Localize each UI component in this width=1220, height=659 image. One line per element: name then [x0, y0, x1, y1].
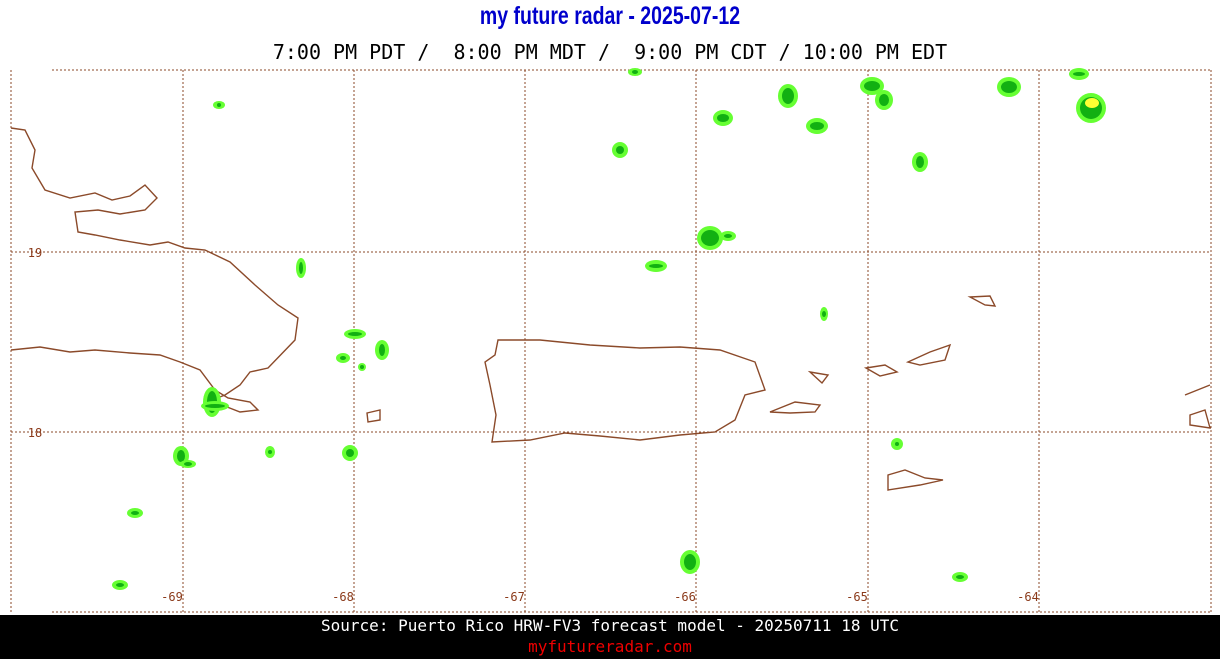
echo-core — [724, 234, 732, 238]
echo-core — [632, 70, 638, 74]
lon-label: -66 — [674, 590, 696, 604]
echo-core — [1001, 81, 1017, 93]
echo-core — [116, 583, 124, 587]
footer: Source: Puerto Rico HRW-FV3 forecast mod… — [0, 615, 1220, 659]
map: -69 -68 -67 -66 -65 -64 19 18 — [10, 68, 1212, 613]
source: Source: Puerto Rico HRW-FV3 forecast mod… — [321, 616, 899, 635]
echo-core — [340, 356, 346, 360]
site-url[interactable]: myfutureradar.com — [528, 637, 692, 656]
title: my future radar - 2025-07-12 — [479, 2, 741, 30]
echo-core — [916, 156, 924, 168]
echo-core — [782, 88, 794, 104]
frame — [10, 69, 1212, 613]
echo-core — [131, 511, 139, 515]
lat-label: 18 — [28, 426, 42, 440]
echo-core — [177, 450, 185, 462]
lon-label: -68 — [332, 590, 354, 604]
echo-core — [717, 114, 729, 122]
radar-echoes — [112, 68, 1106, 590]
echo-core — [205, 404, 225, 408]
echo-core — [616, 146, 624, 154]
echo-core — [360, 365, 364, 369]
echo-core — [956, 575, 964, 579]
lon-label: -67 — [503, 590, 525, 604]
echo-core — [810, 122, 824, 130]
echo-core — [822, 311, 826, 317]
echo-core — [895, 442, 899, 446]
echo-core — [649, 264, 663, 268]
lon-label: -65 — [846, 590, 868, 604]
echo-core — [217, 103, 221, 107]
echo-peak — [1085, 98, 1099, 108]
echo-core — [348, 332, 362, 336]
echo-core — [701, 230, 719, 246]
coastlines — [10, 127, 1211, 491]
echo-core — [346, 449, 354, 457]
echo-core — [379, 344, 385, 356]
echo-core — [684, 554, 696, 570]
graticule: -69 -68 -67 -66 -65 -64 19 18 — [11, 70, 1211, 612]
echo-core — [879, 94, 889, 106]
echo-core — [268, 450, 272, 454]
echo-core — [1073, 72, 1085, 76]
echo-core — [864, 81, 880, 91]
lon-label: -69 — [161, 590, 183, 604]
time-zones: 7:00 PM PDT / 8:00 PM MDT / 9:00 PM CDT … — [272, 40, 948, 64]
echo-core — [184, 462, 192, 466]
echo-core — [299, 262, 303, 274]
lat-label: 19 — [28, 246, 42, 260]
lon-label: -64 — [1017, 590, 1039, 604]
